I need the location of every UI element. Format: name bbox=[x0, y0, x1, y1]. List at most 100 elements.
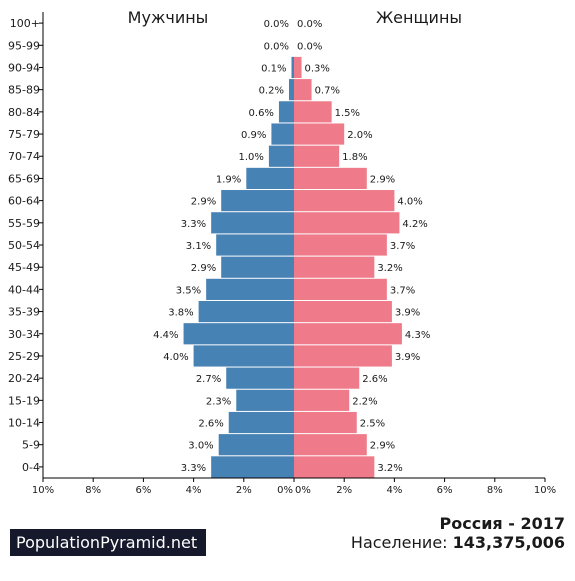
female-value-label-95-99: 0.0% bbox=[297, 41, 322, 52]
male-bar-65-69 bbox=[246, 167, 294, 190]
female-bar-0-4 bbox=[294, 456, 375, 478]
female-bar-30-34 bbox=[294, 323, 402, 345]
female-bar-85-89 bbox=[294, 79, 312, 101]
male-value-label-95-99: 0.0% bbox=[264, 41, 289, 52]
female-bar-55-59 bbox=[294, 212, 400, 234]
age-label-45-49: 45-49 bbox=[8, 261, 40, 274]
female-value-label-35-39: 3.9% bbox=[395, 308, 420, 319]
male-value-label-75-79: 0.9% bbox=[241, 130, 266, 141]
female-bar-75-79 bbox=[294, 123, 345, 145]
age-label-100+: 100+ bbox=[10, 17, 40, 30]
male-value-label-90-94: 0.1% bbox=[261, 63, 286, 74]
male-bar-40-44 bbox=[206, 278, 294, 300]
male-value-label-85-89: 0.2% bbox=[259, 86, 284, 97]
female-bar-60-64 bbox=[294, 190, 395, 212]
age-group-labels: 100+ 95-99 90-94 85-89 80-84 75-79 70-74 65-69 6… bbox=[8, 17, 40, 474]
female-value-label-45-49: 3.2% bbox=[377, 263, 402, 274]
x-tick-label-right: 2% bbox=[336, 485, 352, 496]
female-value-label-15-19: 2.2% bbox=[352, 396, 377, 407]
age-label-25-29: 25-29 bbox=[8, 350, 40, 363]
female-value-label-70-74: 1.8% bbox=[342, 152, 367, 163]
age-label-95-99: 95-99 bbox=[8, 39, 40, 52]
x-tick-label-left: 0% bbox=[277, 485, 293, 496]
female-value-label-40-44: 3.7% bbox=[390, 285, 415, 296]
age-label-90-94: 90-94 bbox=[8, 61, 40, 74]
axes bbox=[39, 12, 546, 482]
male-value-label-50-54: 3.1% bbox=[186, 241, 211, 252]
male-bar-85-89 bbox=[288, 79, 294, 101]
x-tick-labels: 10% 8% 6% 4% 2% 0% 0% 2% 4% 6% 8% 10% bbox=[32, 485, 556, 496]
value-labels: 0.0% 0.0% 0.0% 0.0% 0.1% 0.3% 0.2% 0.7% 0.6% 1.5%… bbox=[153, 19, 430, 474]
population-pyramid-chart: 100+ 95-99 90-94 85-89 80-84 75-79 70-74 65-69 6… bbox=[8, 8, 556, 496]
male-value-label-10-14: 2.6% bbox=[198, 419, 223, 430]
female-bar-25-29 bbox=[294, 345, 392, 367]
female-bar-70-74 bbox=[294, 145, 340, 167]
male-bar-75-79 bbox=[271, 123, 294, 145]
female-value-label-60-64: 4.0% bbox=[397, 197, 422, 208]
x-tick-label-right: 10% bbox=[534, 485, 556, 496]
x-tick-label-right: 4% bbox=[386, 485, 402, 496]
female-value-label-90-94: 0.3% bbox=[305, 63, 330, 74]
female-bar-5-9 bbox=[294, 434, 367, 456]
female-value-label-10-14: 2.5% bbox=[360, 419, 385, 430]
female-bar-65-69 bbox=[294, 167, 367, 190]
population-label: Население: bbox=[350, 533, 448, 552]
age-label-40-44: 40-44 bbox=[8, 283, 40, 296]
female-bar-20-24 bbox=[294, 367, 360, 389]
age-label-35-39: 35-39 bbox=[8, 306, 40, 319]
male-value-label-65-69: 1.9% bbox=[216, 174, 241, 185]
male-bar-80-84 bbox=[278, 101, 294, 123]
female-value-label-100+: 0.0% bbox=[297, 19, 322, 30]
male-value-label-45-49: 2.9% bbox=[191, 263, 216, 274]
male-bar-20-24 bbox=[226, 367, 294, 389]
x-tick-label-left: 8% bbox=[85, 485, 101, 496]
male-value-label-80-84: 0.6% bbox=[249, 108, 274, 119]
female-value-label-80-84: 1.5% bbox=[335, 108, 360, 119]
male-value-label-25-29: 4.0% bbox=[163, 352, 188, 363]
male-value-label-15-19: 2.3% bbox=[206, 396, 231, 407]
x-tick-label-right: 6% bbox=[437, 485, 453, 496]
female-bar-10-14 bbox=[294, 411, 357, 434]
brand-text: PopulationPyramid.net bbox=[16, 533, 198, 552]
male-bar-35-39 bbox=[198, 300, 294, 323]
male-bar-10-14 bbox=[228, 411, 294, 434]
male-bar-50-54 bbox=[216, 234, 294, 256]
male-value-label-5-9: 3.0% bbox=[188, 441, 213, 452]
country-year-title: Россия - 2017 bbox=[439, 514, 565, 533]
female-bar-90-94 bbox=[294, 56, 302, 79]
male-value-label-55-59: 3.3% bbox=[181, 219, 206, 230]
x-tick-label-left: 6% bbox=[135, 485, 151, 496]
age-label-10-14: 10-14 bbox=[8, 417, 40, 430]
age-label-0-4: 0-4 bbox=[22, 461, 40, 474]
age-label-85-89: 85-89 bbox=[8, 84, 40, 97]
x-tick-label-right: 0% bbox=[295, 485, 311, 496]
male-value-label-70-74: 1.0% bbox=[238, 152, 263, 163]
age-label-60-64: 60-64 bbox=[8, 195, 40, 208]
female-value-label-0-4: 3.2% bbox=[377, 463, 402, 474]
legend-female-label: Женщины bbox=[376, 8, 462, 27]
female-value-label-50-54: 3.7% bbox=[390, 241, 415, 252]
female-value-label-65-69: 2.9% bbox=[370, 174, 395, 185]
population-value: 143,375,006 bbox=[452, 533, 565, 552]
male-bar-70-74 bbox=[268, 145, 294, 167]
male-bar-25-29 bbox=[193, 345, 294, 367]
x-tick-label-left: 10% bbox=[32, 485, 54, 496]
female-bar-80-84 bbox=[294, 101, 332, 123]
female-bar-45-49 bbox=[294, 256, 375, 278]
male-value-label-0-4: 3.3% bbox=[181, 463, 206, 474]
brand-badge[interactable]: PopulationPyramid.net bbox=[10, 529, 206, 556]
age-label-80-84: 80-84 bbox=[8, 106, 40, 119]
female-bar-50-54 bbox=[294, 234, 387, 256]
age-label-65-69: 65-69 bbox=[8, 172, 40, 185]
male-value-label-30-34: 4.4% bbox=[153, 330, 178, 341]
x-tick-label-left: 4% bbox=[186, 485, 202, 496]
male-bar-60-64 bbox=[221, 190, 294, 212]
male-bar-30-34 bbox=[183, 323, 294, 345]
age-label-15-19: 15-19 bbox=[8, 394, 40, 407]
age-label-20-24: 20-24 bbox=[8, 372, 40, 385]
age-label-55-59: 55-59 bbox=[8, 217, 40, 230]
male-value-label-60-64: 2.9% bbox=[191, 197, 216, 208]
male-value-label-20-24: 2.7% bbox=[196, 374, 221, 385]
female-bar-15-19 bbox=[294, 389, 350, 411]
x-tick-label-left: 2% bbox=[236, 485, 252, 496]
